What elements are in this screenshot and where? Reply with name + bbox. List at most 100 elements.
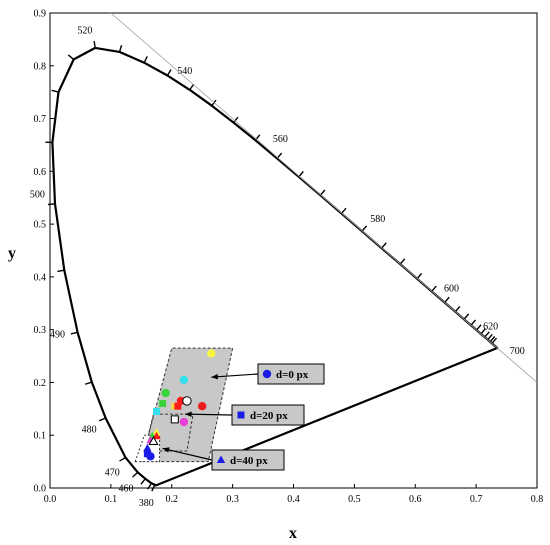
locus-tick [132, 471, 139, 478]
y-tick-label: 0.4 [34, 272, 47, 283]
legend-marker-circle [262, 369, 272, 379]
x-tick-label: 0.4 [287, 494, 300, 505]
x-axis-title: x [289, 525, 297, 542]
wavelength-label: 490 [50, 329, 65, 340]
x-tick-label: 0.6 [409, 494, 422, 505]
legend-arrowhead [162, 447, 170, 453]
x-tick-label: 0.5 [348, 494, 361, 505]
wavelength-label: 460 [119, 483, 134, 494]
y-tick-label: 0.7 [34, 114, 47, 125]
legend-arrow [162, 447, 213, 461]
locus-tick [381, 242, 387, 249]
spectral-locus: 380 460 470 480 490 500 520 540 560 580 600 620 700 [30, 26, 525, 509]
locus-tick [431, 285, 437, 292]
data-point-circle [197, 401, 207, 411]
x-tick-label: 0.0 [44, 494, 57, 505]
x-tick-label: 0.8 [531, 494, 544, 505]
legend-arrow [185, 413, 233, 416]
wavelength-label: 520 [77, 26, 92, 37]
locus-tick [98, 417, 106, 422]
locus-tick [416, 272, 423, 280]
y-tick-label: 0.8 [34, 61, 47, 72]
locus-tick [340, 207, 347, 214]
locus-tick [454, 305, 461, 313]
locus-tick [57, 269, 65, 273]
y-axis-title: y [8, 245, 16, 262]
wavelength-label: 480 [82, 424, 97, 435]
locus-tick [298, 171, 304, 178]
data-point-circle [161, 388, 170, 398]
locus-tick [118, 45, 123, 53]
data-point-square [174, 402, 182, 410]
locus-tick [399, 258, 406, 265]
y-tick-label: 0.2 [34, 378, 47, 389]
legend-arrowhead [211, 374, 218, 380]
locus-tick [140, 478, 146, 485]
x-tick-label: 0.1 [105, 494, 118, 505]
wavelength-label: 580 [370, 214, 385, 225]
locus-tick [470, 319, 477, 326]
wavelength-label: 500 [30, 189, 45, 200]
data-point-square [170, 415, 179, 424]
wavelength-label: 620 [483, 322, 498, 333]
data-point-circle [179, 375, 189, 385]
locus-tick [67, 54, 75, 60]
locus-tick [189, 83, 195, 91]
locus-tick [484, 331, 490, 338]
y-tick-label: 0.9 [34, 9, 47, 20]
wavelength-label: 700 [510, 346, 525, 357]
locus-tick [119, 456, 126, 462]
legend-label: d=20 px [250, 410, 288, 422]
locus-tick [487, 333, 493, 341]
x-tick-label: 0.3 [226, 494, 239, 505]
wavelength-label: 540 [177, 66, 192, 77]
legend-arrowhead [185, 411, 192, 417]
locus-tick [143, 56, 148, 63]
x-tick-label: 0.7 [470, 494, 483, 505]
locus-tick [361, 225, 368, 232]
y-tick-label: 0.3 [34, 325, 47, 336]
data-point-triangle [152, 431, 161, 440]
locus-tick [475, 324, 482, 331]
locus-tick [51, 89, 59, 93]
legend-label: d=0 px [276, 369, 309, 381]
legend-marker-triangle [216, 455, 226, 463]
wavelength-label: 380 [139, 498, 154, 509]
wavelength-label: 560 [273, 134, 288, 145]
locus-tick [93, 40, 96, 49]
y-tick-label: 0.0 [34, 484, 47, 495]
axes: 0.0 0.1 0.2 0.3 0.4 0.5 0.6 0.7 0.8 0.0 0.1 0.2 0.3 0… [34, 9, 544, 506]
locus-tick [166, 69, 172, 76]
data-point-circle [179, 417, 189, 427]
locus-tick [319, 189, 326, 196]
locus-tick [444, 296, 450, 303]
locus-tick [463, 313, 470, 320]
locus-tick [70, 331, 78, 335]
locus-tick [233, 116, 239, 124]
diagonal-reference-line [110, 12, 538, 383]
data-point-square [143, 450, 151, 458]
data-point-triangle [148, 436, 159, 446]
y-tick-label: 0.6 [34, 167, 47, 178]
data-point-circle [207, 349, 216, 358]
locus-tick [211, 99, 217, 107]
locus-tick [489, 336, 496, 343]
y-tick-label: 0.5 [34, 220, 47, 231]
locus-tick [254, 134, 261, 141]
legend-marker-square [237, 411, 245, 419]
locus-tick [491, 337, 498, 344]
locus-tick [47, 203, 56, 206]
data-point-triangle [143, 443, 152, 452]
data-points [143, 349, 216, 461]
legend: d=0 px d=20 px d=40 px [162, 363, 325, 471]
locus-tick [480, 328, 487, 335]
data-point-square [159, 400, 167, 408]
data-point-circle [182, 396, 192, 406]
legend-arrow [211, 373, 259, 378]
y-tick-label: 0.1 [34, 431, 47, 442]
wavelength-label: 470 [105, 468, 120, 479]
data-point-square [153, 407, 161, 415]
x-tick-label: 0.2 [166, 494, 179, 505]
